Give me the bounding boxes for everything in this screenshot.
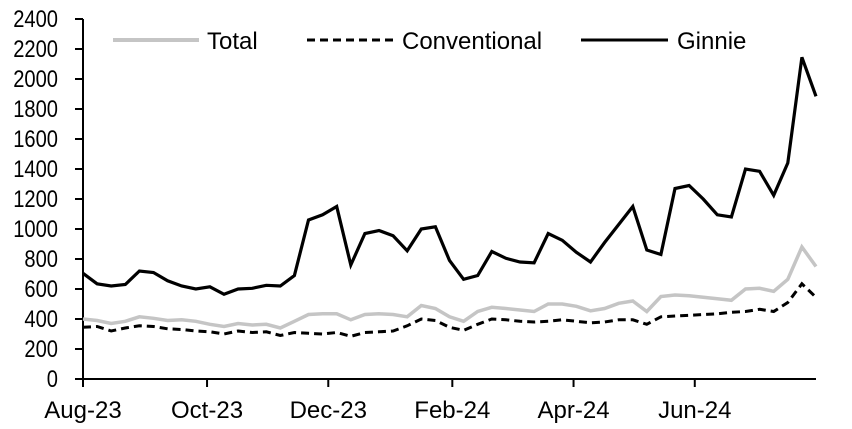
legend-conventional-label: Conventional: [402, 28, 542, 55]
y-tick-label: 800: [24, 246, 58, 273]
series-ginnie-line: [82, 56, 818, 297]
y-tick-label: 1400: [13, 156, 58, 183]
x-tick-label: Aug-23: [44, 397, 121, 424]
y-tick-label: 2200: [13, 36, 58, 63]
y-tick-label: 2400: [13, 6, 58, 33]
y-tick-label: 600: [24, 276, 58, 303]
y-tick-label: 1800: [13, 96, 58, 123]
axes: [82, 19, 816, 380]
x-tick-label: Apr-24: [538, 397, 610, 424]
y-tick-label: 1000: [13, 216, 58, 243]
y-tick-label: 200: [24, 336, 58, 363]
x-tick-label: Dec-23: [290, 397, 367, 424]
x-tick-label: Oct-23: [171, 397, 243, 424]
legend-ginnie-label: Ginnie: [677, 28, 746, 55]
series-conventional-line: [82, 281, 818, 338]
y-tick-label: 0: [47, 366, 58, 393]
y-tick-label: 1200: [13, 186, 58, 213]
y-tick-label: 2000: [13, 66, 58, 93]
x-tick-label: Feb-24: [414, 397, 490, 424]
y-tick-label: 400: [24, 306, 58, 333]
y-tick-label: 1600: [13, 126, 58, 153]
legend-total-label: Total: [207, 28, 258, 55]
x-tick-label: Jun-24: [658, 397, 731, 424]
series-total-line: [82, 243, 818, 330]
